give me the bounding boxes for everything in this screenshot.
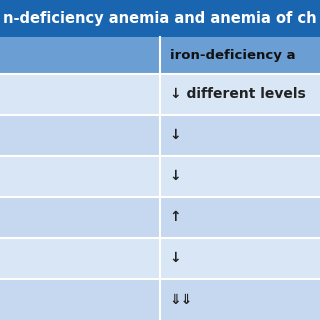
Bar [0, 197, 320, 238]
Text: ⇓⇓: ⇓⇓ [170, 292, 193, 307]
Bar [0, 37, 320, 74]
Bar [0, 156, 320, 197]
Bar [0, 279, 320, 320]
Text: ↓: ↓ [170, 252, 181, 265]
Bar [0, 0, 320, 37]
Text: n-deficiency anemia and anemia of ch: n-deficiency anemia and anemia of ch [3, 11, 317, 26]
Text: ↓: ↓ [170, 128, 181, 142]
Text: iron-deficiency a: iron-deficiency a [170, 49, 295, 62]
Text: ↓: ↓ [170, 169, 181, 183]
Bar [0, 238, 320, 279]
Text: ↓ different levels: ↓ different levels [170, 87, 305, 101]
Bar [0, 74, 320, 115]
Text: ↑: ↑ [170, 210, 181, 224]
Bar [0, 115, 320, 156]
